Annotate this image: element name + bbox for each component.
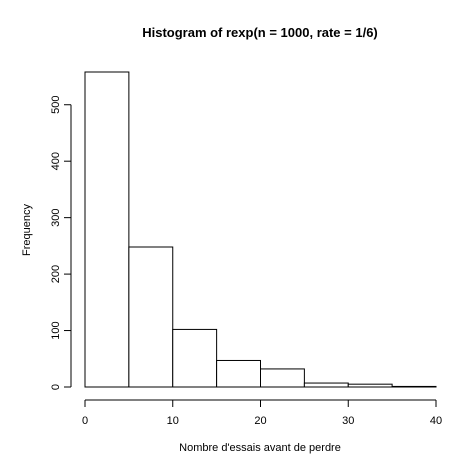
histogram-bar-6 bbox=[347, 383, 393, 388]
y-tick-label: 500 bbox=[50, 96, 62, 114]
y-tick-label: 100 bbox=[50, 321, 62, 339]
histogram-bar-3 bbox=[216, 359, 261, 388]
histogram-bar-0 bbox=[84, 71, 130, 388]
y-axis: 0 100 200 300 400 500 bbox=[50, 96, 72, 390]
y-tick-label: 400 bbox=[50, 152, 62, 170]
histogram-bar-1 bbox=[128, 246, 174, 388]
x-tick-label: 40 bbox=[430, 415, 442, 427]
x-tick-label: 30 bbox=[342, 415, 354, 427]
x-tick-label: 0 bbox=[82, 415, 88, 427]
x-tick-label: 10 bbox=[167, 415, 179, 427]
histogram-bar-4 bbox=[260, 368, 305, 388]
histogram-bar-2 bbox=[172, 328, 218, 388]
y-tick-label: 300 bbox=[50, 208, 62, 226]
bars-group bbox=[84, 71, 437, 388]
y-tick-label: 200 bbox=[50, 265, 62, 283]
histogram-bar-5 bbox=[303, 382, 349, 388]
chart-title: Histogram of rexp(n = 1000, rate = 1/6) bbox=[142, 25, 378, 40]
x-axis: 0 10 20 30 40 bbox=[82, 399, 442, 427]
x-axis-label: Nombre d'essais avant de perdre bbox=[179, 442, 341, 454]
x-tick-label: 20 bbox=[254, 415, 266, 427]
histogram-bar-7 bbox=[391, 385, 437, 388]
y-axis-label: Frequency bbox=[21, 204, 33, 256]
y-tick-label: 0 bbox=[50, 384, 62, 390]
